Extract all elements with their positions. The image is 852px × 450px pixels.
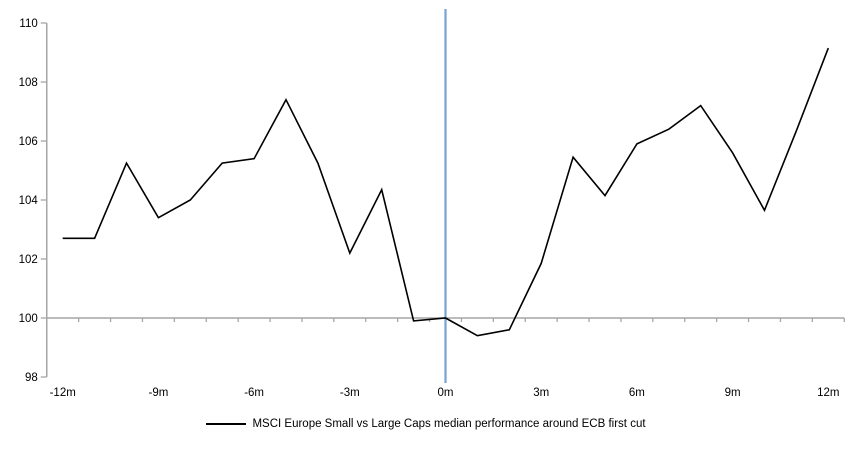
x-axis-label: 9m — [725, 387, 741, 399]
x-axis-label: -12m — [50, 387, 76, 399]
y-axis-label: 104 — [19, 195, 39, 207]
legend-label: MSCI Europe Small vs Large Caps median p… — [252, 418, 646, 430]
x-axis-label: -9m — [148, 387, 168, 399]
legend-line-swatch — [206, 423, 247, 425]
x-axis-label: 6m — [629, 387, 645, 399]
y-axis-label: 98 — [25, 372, 38, 384]
y-axis-label: 100 — [19, 313, 38, 325]
x-axis-label: -3m — [340, 387, 360, 399]
y-axis-label: 108 — [19, 77, 38, 89]
y-axis-label: 106 — [19, 136, 38, 148]
x-axis-label: 3m — [533, 387, 549, 399]
y-axis-label: 102 — [19, 254, 38, 266]
x-axis-label: -6m — [244, 387, 264, 399]
legend: MSCI Europe Small vs Large Caps median p… — [0, 418, 852, 430]
series-line — [62, 47, 830, 337]
y-axis-label: 110 — [19, 18, 37, 30]
x-axis-label: 0m — [438, 387, 454, 399]
x-axis-label: 12m — [817, 387, 839, 399]
